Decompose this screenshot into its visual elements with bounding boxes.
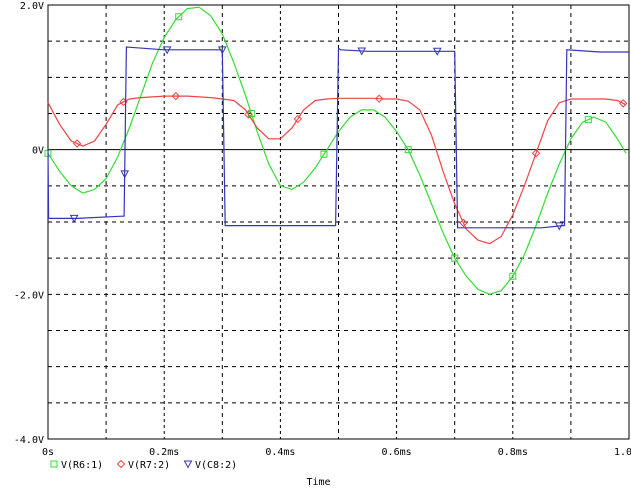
series-point-marker (244, 110, 253, 119)
series-point-marker (459, 218, 468, 228)
x-tick-labels: 0s 0.2ms 0.4ms 0.6ms 0.8ms 1.0ms (42, 447, 631, 458)
series-point-marker (584, 116, 592, 124)
series-point-marker (554, 222, 564, 231)
series-point-marker (357, 47, 367, 56)
legend-marker-icon (50, 460, 58, 468)
series-point-marker (72, 139, 82, 148)
series-3 (47, 46, 629, 231)
legend-label: V(C8:2) (195, 460, 237, 471)
series-point-marker (162, 46, 172, 55)
x-tick-label: 1.0ms (614, 447, 631, 458)
series-point-marker (432, 47, 442, 56)
series-point-marker (175, 13, 183, 21)
y-tick-label: 2.0V (20, 1, 44, 12)
series-point-marker (509, 272, 517, 280)
legend: V(R6:1) V(R7:2) V(C8:2) (50, 459, 237, 471)
legend-item-2: V(R7:2) (116, 459, 170, 471)
legend-item-3: V(C8:2) (183, 460, 237, 471)
x-tick-label: 0.6ms (382, 447, 412, 458)
y-tick-label: -4.0V (14, 435, 44, 446)
series-line (47, 95, 627, 245)
series-point-marker (618, 99, 628, 108)
series-point-marker (374, 94, 384, 103)
series-point-marker (320, 150, 328, 158)
series-1 (44, 6, 627, 295)
legend-label: V(R7:2) (128, 460, 170, 471)
series-2 (47, 91, 628, 245)
y-tick-labels: 2.0V 0V -2.0V -4.0V (14, 1, 44, 446)
series-point-marker (171, 91, 181, 101)
series-point-marker (69, 214, 79, 223)
y-tick-label: -2.0V (14, 290, 44, 301)
series-line (47, 6, 627, 295)
x-tick-label: 0.2ms (149, 447, 179, 458)
series-point-marker (404, 146, 412, 154)
x-tick-label: 0.8ms (498, 447, 528, 458)
plot-frame (47, 4, 630, 440)
series-point-marker (217, 46, 227, 55)
x-tick-label: 0.4ms (265, 447, 295, 458)
legend-marker-icon (183, 460, 193, 469)
series-point-marker (451, 254, 459, 262)
series-point-marker (120, 170, 130, 179)
x-tick-label: 0s (42, 447, 54, 458)
legend-item-1: V(R6:1) (50, 460, 103, 471)
x-axis-label: Time (306, 477, 330, 488)
series-layer (44, 6, 629, 295)
legend-label: V(R6:1) (61, 460, 103, 471)
series-point-marker (293, 114, 303, 124)
y-tick-label: 0V (32, 146, 44, 157)
series-point-marker (531, 149, 541, 158)
series-line (47, 46, 629, 229)
legend-marker-icon (116, 459, 126, 469)
